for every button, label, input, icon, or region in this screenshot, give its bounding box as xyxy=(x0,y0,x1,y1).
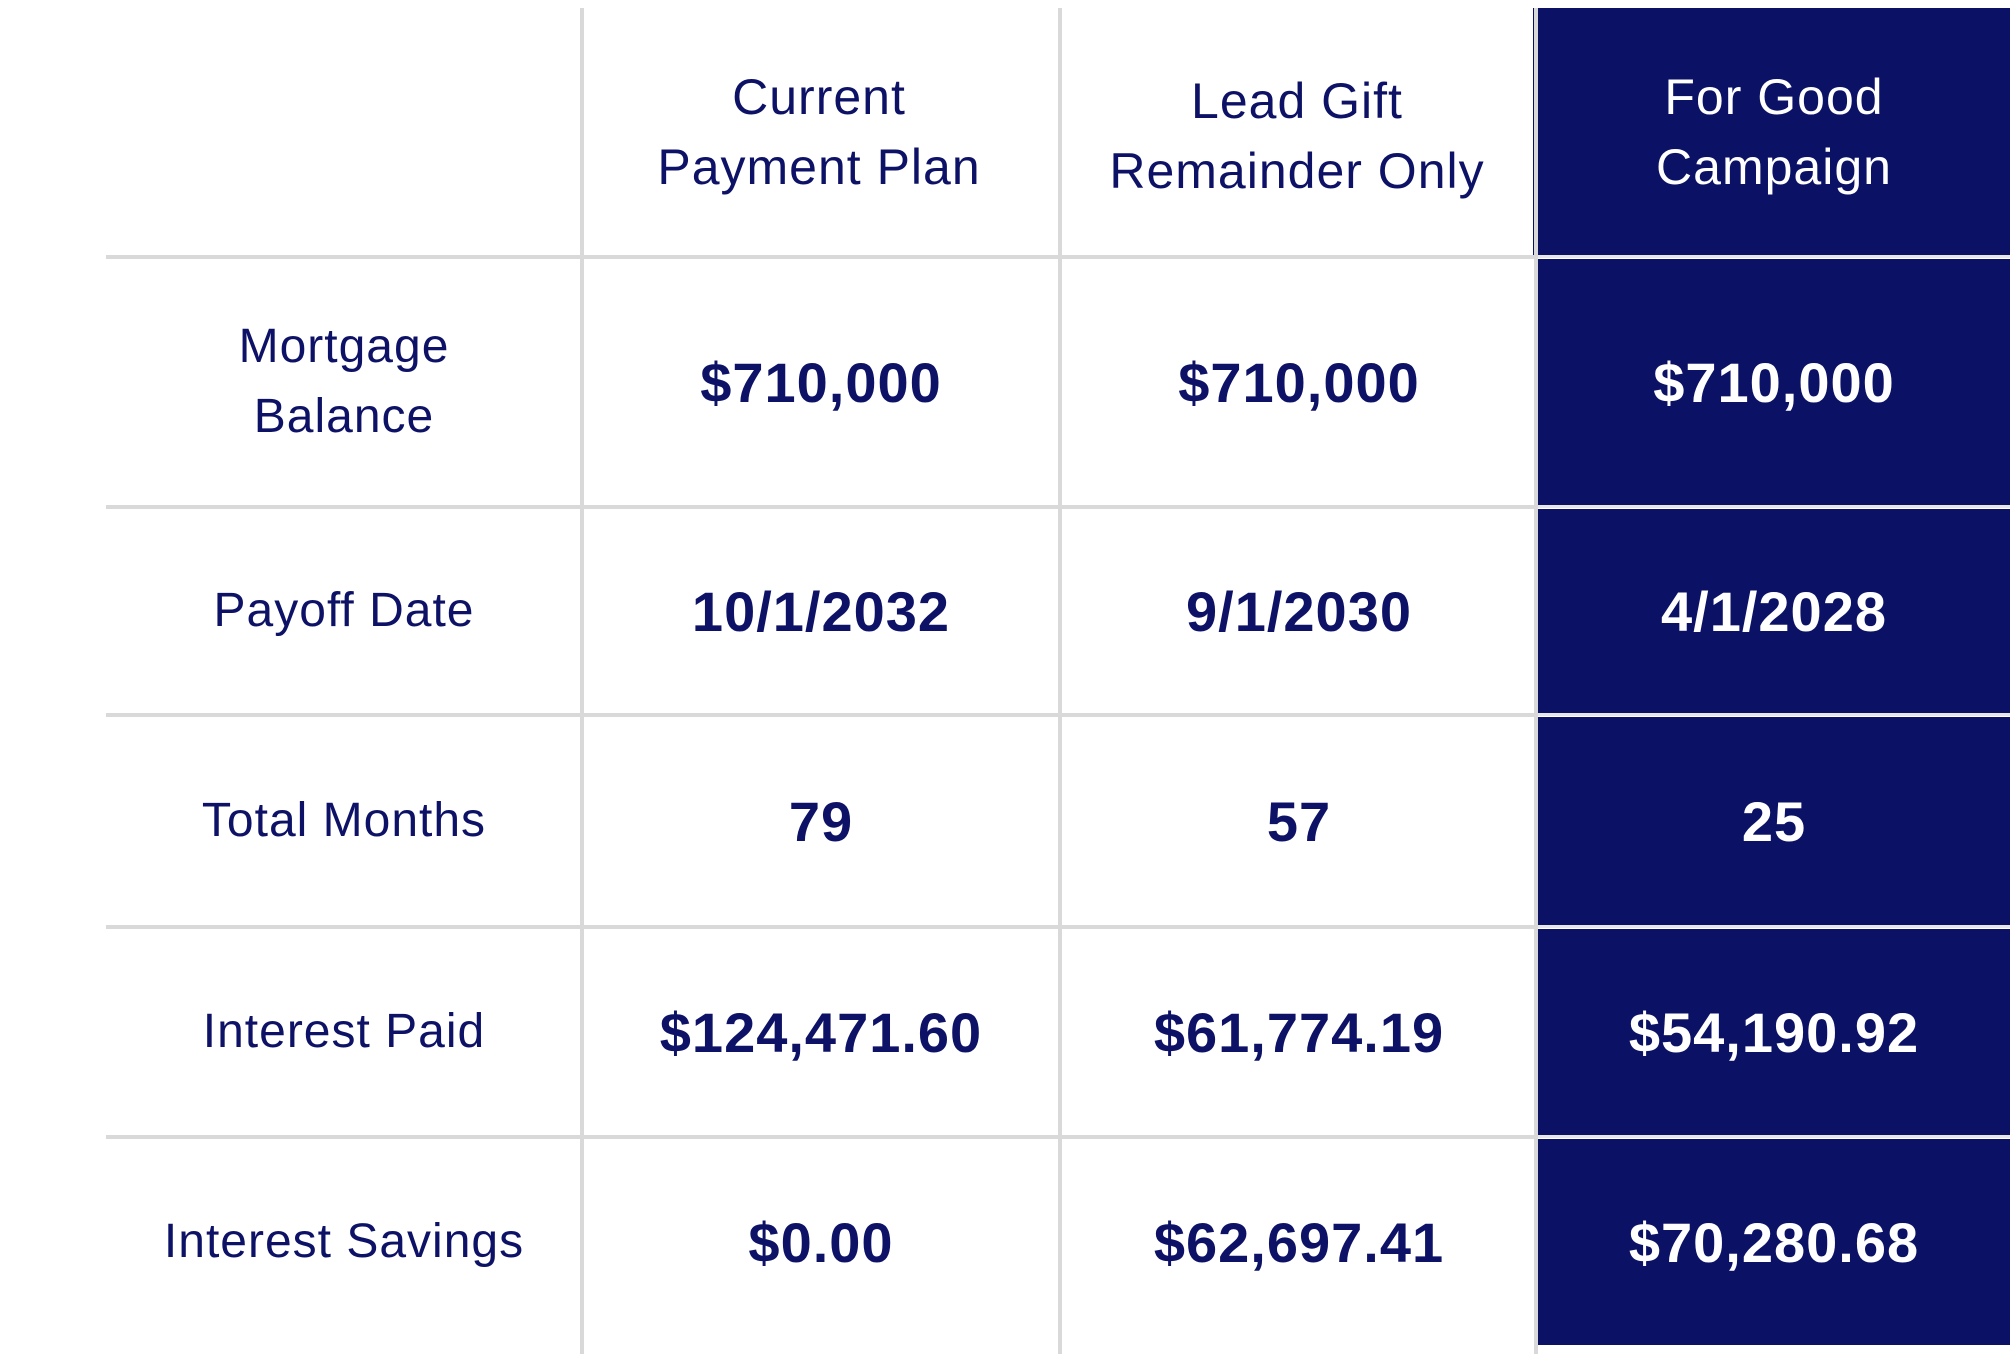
highlight-row-divider xyxy=(1534,925,2010,928)
cell-interest-savings-current: $0.00 xyxy=(748,1210,894,1274)
cell-payoff-date-current: 10/1/2032 xyxy=(691,579,951,643)
row-divider xyxy=(106,1135,1536,1139)
cell-mortgage-balance-for-good: $710,000 xyxy=(1538,259,2010,505)
column-header-for-good-campaign: For Good Campaign xyxy=(1538,8,2010,255)
cell-mortgage-balance-lead-gift: $710,000 xyxy=(1178,350,1420,414)
cell-interest-paid-current: $124,471.60 xyxy=(659,1000,983,1064)
cell-mortgage-balance-current: $710,000 xyxy=(700,350,942,414)
column-header-current-payment-plan: Current Payment Plan xyxy=(657,68,981,195)
row-label-total-months: Total Months xyxy=(201,794,487,847)
row-label-payoff-date: Payoff Date xyxy=(213,584,475,637)
cell-interest-savings-for-good: $70,280.68 xyxy=(1538,1139,2010,1345)
highlight-row-divider xyxy=(1534,713,2010,716)
cell-interest-paid-for-good: $54,190.92 xyxy=(1538,929,2010,1135)
cell-interest-savings-lead-gift: $62,697.41 xyxy=(1153,1210,1445,1274)
cell-payoff-date-lead-gift: 9/1/2030 xyxy=(1186,579,1412,643)
row-label-interest-savings: Interest Savings xyxy=(163,1215,525,1268)
cell-total-months-lead-gift: 57 xyxy=(1266,789,1332,853)
row-divider xyxy=(106,925,1536,929)
row-divider xyxy=(106,505,1536,509)
cell-interest-paid-lead-gift: $61,774.19 xyxy=(1153,1000,1445,1064)
row-label-interest-paid: Interest Paid xyxy=(202,1005,486,1058)
column-divider xyxy=(1058,8,1062,1354)
highlight-row-divider xyxy=(1534,255,2010,258)
row-label-mortgage-balance: Mortgage Balance xyxy=(238,320,450,443)
highlight-row-divider xyxy=(1534,1135,2010,1138)
column-divider xyxy=(580,8,584,1354)
row-divider xyxy=(106,255,1536,259)
highlight-row-divider xyxy=(1534,505,2010,508)
cell-total-months-current: 79 xyxy=(788,789,854,853)
column-divider xyxy=(1534,8,1538,1354)
cell-payoff-date-for-good: 4/1/2028 xyxy=(1538,509,2010,713)
row-divider xyxy=(106,713,1536,717)
column-header-lead-gift-remainder-only: Lead Gift Remainder Only xyxy=(1109,72,1485,199)
cell-total-months-for-good: 25 xyxy=(1538,717,2010,925)
